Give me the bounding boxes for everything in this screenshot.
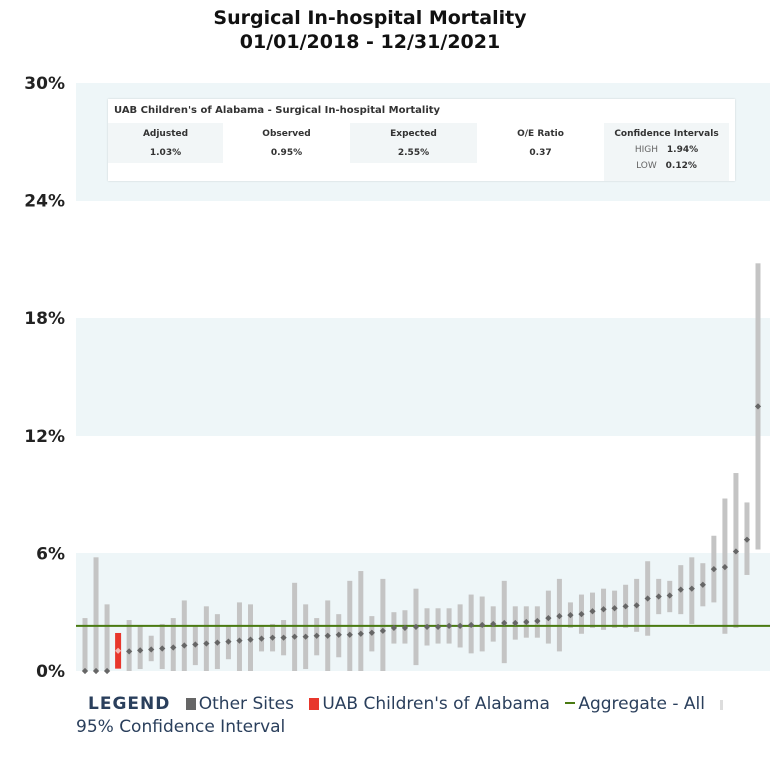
point-other-site[interactable] [346, 631, 353, 638]
legend-other-swatch [185, 698, 196, 710]
legend-uab-swatch [309, 698, 320, 710]
ci-low-value: 0.12% [665, 161, 697, 171]
ci-bar [82, 618, 88, 671]
band-12-18 [76, 318, 770, 436]
point-other-site[interactable] [545, 614, 552, 622]
point-other-site[interactable] [214, 639, 221, 646]
observed-value: 0.95% [270, 148, 303, 158]
oe-ratio-value: 0.37 [529, 148, 552, 158]
point-other-site[interactable] [666, 592, 673, 599]
point-other-site[interactable] [390, 624, 398, 631]
point-other-site[interactable] [677, 586, 684, 593]
summary-panel: UAB Children's of Alabama - Surgical In-… [108, 99, 735, 181]
point-other-site[interactable] [523, 618, 530, 626]
legend-ci-swatch [720, 700, 724, 710]
point-other-site[interactable] [567, 612, 574, 619]
point-other-site[interactable] [291, 633, 298, 640]
point-other-site[interactable] [644, 595, 651, 602]
point-other-site[interactable] [512, 619, 519, 627]
summary-title: UAB Children's of Alabama - Surgical In-… [114, 105, 441, 116]
y-tick-label: 24% [24, 192, 65, 212]
point-other-site[interactable] [710, 565, 717, 573]
point-other-site[interactable] [611, 605, 618, 612]
point-other-site[interactable] [655, 593, 662, 600]
point-other-site[interactable] [688, 585, 695, 592]
point-other-site[interactable] [412, 623, 420, 631]
legend-aggregate-swatch [565, 702, 576, 704]
ci-bar [181, 600, 187, 671]
y-tick-label: 30% [24, 74, 65, 94]
oe-ratio-cell: O/E Ratio 0.37 [477, 123, 604, 163]
point-other-site[interactable] [622, 603, 629, 610]
ci-bar [126, 620, 132, 671]
point-other-site[interactable] [600, 606, 607, 613]
y-tick-label: 0% [36, 662, 65, 682]
point-other-site[interactable] [445, 622, 453, 630]
legend-title: LEGEND [88, 694, 171, 714]
point-other-site[interactable] [732, 548, 740, 555]
y-tick-label: 12% [24, 427, 65, 447]
ci-label: Confidence Intervals [614, 129, 719, 139]
point-other-site[interactable] [479, 621, 486, 629]
adjusted-value: 1.03% [149, 148, 182, 158]
legend-uab[interactable]: UAB Children's of Alabama [322, 694, 550, 714]
ci-high-row: HIGH 1.94% [604, 145, 729, 155]
point-other-site[interactable] [721, 564, 729, 571]
observed-cell: Observed 0.95% [223, 123, 350, 163]
expected-value: 2.55% [397, 148, 430, 158]
point-other-site[interactable] [357, 630, 364, 637]
legend-other-sites[interactable]: Other Sites [198, 694, 294, 714]
expected-label: Expected [390, 129, 437, 139]
ci-low-row: LOW 0.12% [604, 161, 729, 171]
legend-ci[interactable]: 95% Confidence Interval [76, 717, 286, 737]
point-other-site[interactable] [434, 623, 442, 631]
point-other-site[interactable] [633, 602, 640, 609]
expected-cell: Expected 2.55% [350, 123, 477, 163]
ci-bar [236, 602, 242, 671]
oe-ratio-label: O/E Ratio [517, 129, 564, 139]
adjusted-cell: Adjusted 1.03% [108, 123, 223, 163]
point-other-site[interactable] [379, 627, 386, 634]
ci-bar [358, 571, 364, 671]
point-other-site[interactable] [589, 608, 596, 615]
confidence-interval-cell: Confidence Intervals HIGH 1.94% LOW 0.12… [604, 123, 729, 181]
point-other-site[interactable] [743, 536, 751, 543]
ci-low-label: LOW [636, 161, 657, 171]
point-other-site[interactable] [192, 641, 199, 648]
point-other-site[interactable] [534, 617, 541, 625]
point-other-site[interactable] [754, 403, 762, 410]
ci-bar [203, 606, 209, 671]
band-0-6 [76, 553, 770, 671]
ci-bar [93, 557, 99, 671]
ci-high-label: HIGH [634, 145, 659, 155]
point-other-site[interactable] [225, 638, 232, 645]
y-tick-label: 18% [24, 309, 65, 329]
point-other-site[interactable] [170, 644, 177, 651]
ci-bar [104, 604, 110, 671]
point-other-site[interactable] [578, 611, 585, 618]
observed-label: Observed [262, 129, 311, 139]
y-tick-label: 6% [36, 544, 65, 564]
ci-high-value: 1.94% [666, 145, 699, 155]
point-other-site[interactable] [468, 621, 475, 629]
point-other-site[interactable] [556, 613, 563, 620]
legend-aggregate[interactable]: Aggregate - All [578, 694, 705, 714]
point-other-site[interactable] [137, 647, 144, 654]
chart-title-line2: 01/01/2018 - 12/31/2021 [239, 31, 501, 53]
chart-title-line1: Surgical In-hospital Mortality [213, 7, 527, 29]
legend: LEGEND Other Sites UAB Children's of Ala… [76, 693, 756, 739]
adjusted-label: Adjusted [142, 129, 189, 139]
point-other-site[interactable] [699, 581, 706, 588]
